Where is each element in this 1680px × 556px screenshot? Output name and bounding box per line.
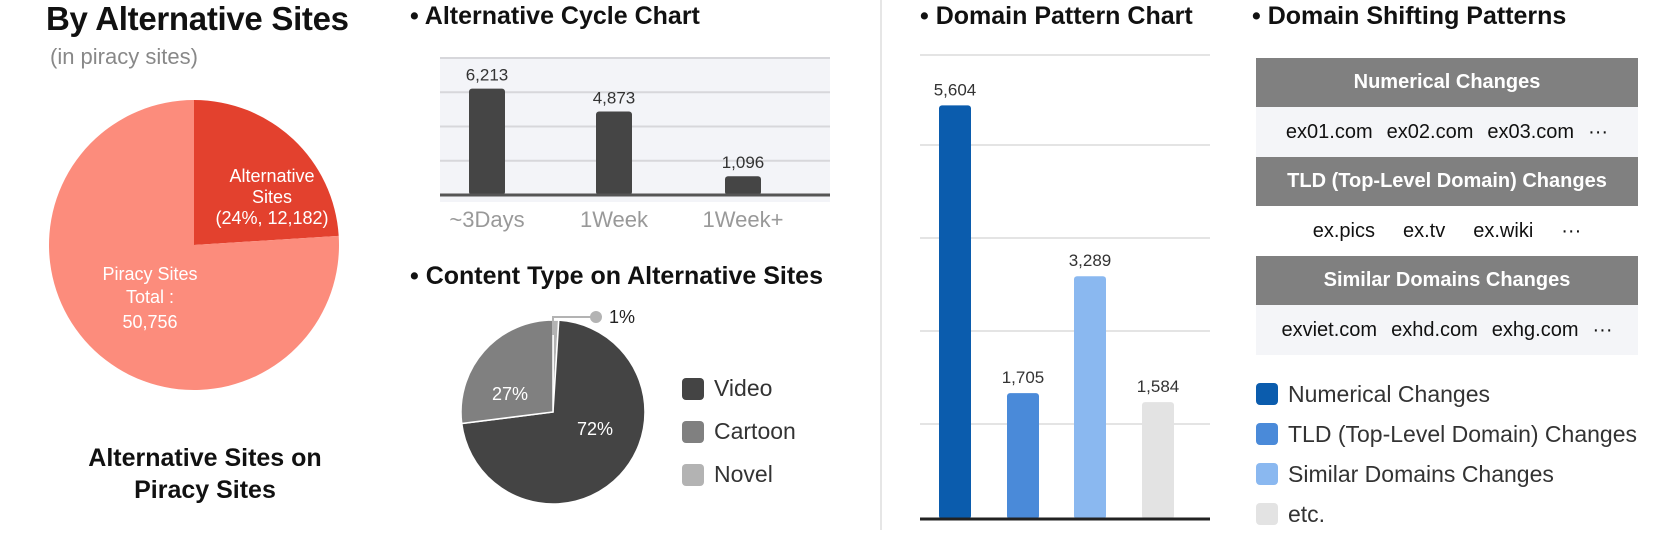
content-slice-cartoon [460,319,554,425]
content-type-pie-chart: 1% 72% 27% [460,307,646,505]
pie-slice-alternative-sites [194,100,339,245]
group-examples-similar: exviet.com exhd.com exhg.com ··· [1256,305,1638,355]
legend-item-etc: etc. [1256,494,1637,534]
legend-item-video: Video [682,367,796,410]
novel-percent-label: 1% [609,307,635,327]
cycle-value-label: 4,873 [593,89,636,108]
caption-line-2: Piracy Sites [134,476,276,504]
alt-sites-label-3: (24%, 12,182) [215,208,328,228]
numerical-swatch [1256,383,1278,405]
domain-value-label: 1,584 [1137,377,1180,396]
group-examples-numerical: ex01.com ex02.com ex03.com ··· [1256,107,1638,157]
cycle-bar-chart: 6,213 ~3Days 4,873 1Week 1,096 1Week+ [440,57,830,232]
legend-label-similar: Similar Domains Changes [1288,460,1554,487]
legend-label-video: Video [714,375,773,401]
cycle-bar [725,176,761,195]
domain-value-label: 5,604 [934,80,977,99]
group-header-tld: TLD (Top-Level Domain) Changes [1256,157,1638,206]
alt-sites-label-2: Sites [252,187,292,207]
example-domain: ex.wiki [1473,219,1534,242]
novel-swatch [682,463,704,486]
domain-bar-chart: 5,604 1,705 3,289 1,584 [920,54,1210,521]
caption-line-1: Alternative Sites on [88,444,322,472]
domain-value-label: 3,289 [1069,251,1112,270]
page-title: By Alternative Sites [46,0,349,37]
legend-label-cartoon: Cartoon [714,418,796,444]
cycle-value-label: 1,096 [722,153,765,172]
novel-leader-line [552,316,593,335]
legend-label-tld: TLD (Top-Level Domain) Changes [1288,420,1637,447]
domain-bar [1142,402,1174,519]
piracy-pie-caption: Alternative Sites on Piracy Sites [40,442,370,506]
example-domain: exhg.com [1491,318,1579,341]
cycle-bar [469,88,505,195]
page-subtitle: (in piracy sites) [50,44,198,69]
piracy-pie-chart: Alternative Sites (24%, 12,182) Piracy S… [48,100,339,390]
legend-item-cartoon: Cartoon [682,410,796,453]
cycle-category-label: 1Week [580,207,649,232]
cycle-value-label: 6,213 [466,66,509,85]
alt-sites-label-1: Alternative [229,166,314,186]
domain-value-label: 1,705 [1002,368,1045,387]
section-divider [880,0,882,530]
tld-swatch [1256,423,1278,445]
shifting-patterns-table: Numerical Changes ex01.com ex02.com ex03… [1256,58,1638,355]
cycle-bar [596,111,632,195]
example-domain: ex01.com [1285,120,1373,143]
cycle-category-label: 1Week+ [703,207,784,232]
pie-slice-piracy-sites [48,100,339,390]
ellipsis: ··· [1592,318,1613,341]
domain-chart-title: • Domain Pattern Chart [920,2,1193,30]
legend-item-similar: Similar Domains Changes [1256,454,1637,494]
group-header-numerical: Numerical Changes [1256,58,1638,107]
example-domain: exhd.com [1391,318,1478,341]
legend-item-tld: TLD (Top-Level Domain) Changes [1256,414,1637,454]
domain-bar [939,105,971,519]
ellipsis: ··· [1561,219,1582,242]
legend-item-numerical: Numerical Changes [1256,374,1637,414]
domain-bar [1074,276,1106,519]
example-domain: exviet.com [1281,318,1378,341]
video-percent-label: 72% [577,419,613,439]
legend-label-etc: etc. [1288,500,1326,527]
legend-item-novel: Novel [682,453,796,496]
example-domain: ex.tv [1403,219,1446,242]
domain-bar [1007,393,1039,519]
piracy-sites-label-1: Piracy Sites [102,264,197,284]
group-header-similar: Similar Domains Changes [1256,256,1638,305]
video-swatch [682,377,704,400]
etc-swatch [1256,503,1278,525]
group-examples-tld: ex.pics ex.tv ex.wiki ··· [1256,206,1638,256]
legend-label-novel: Novel [714,461,773,487]
similar-swatch [1256,463,1278,485]
piracy-sites-label-3: 50,756 [122,312,177,332]
cycle-chart-title: • Alternative Cycle Chart [410,2,700,30]
cartoon-swatch [682,420,704,443]
example-domain: ex03.com [1487,120,1575,143]
ellipsis: ··· [1588,120,1609,143]
content-type-title: • Content Type on Alternative Sites [410,262,823,290]
legend-label-numerical: Numerical Changes [1288,380,1490,407]
example-domain: ex.pics [1312,219,1375,242]
piracy-sites-label-2: Total : [126,287,174,307]
content-type-legend: Video Cartoon Novel [682,367,796,496]
example-domain: ex02.com [1386,120,1474,143]
cartoon-percent-label: 27% [492,384,528,404]
shifting-patterns-title: • Domain Shifting Patterns [1252,2,1567,30]
cycle-category-label: ~3Days [449,207,524,232]
novel-leader-dot [590,311,602,323]
domain-legend: Numerical Changes TLD (Top-Level Domain)… [1256,374,1637,534]
